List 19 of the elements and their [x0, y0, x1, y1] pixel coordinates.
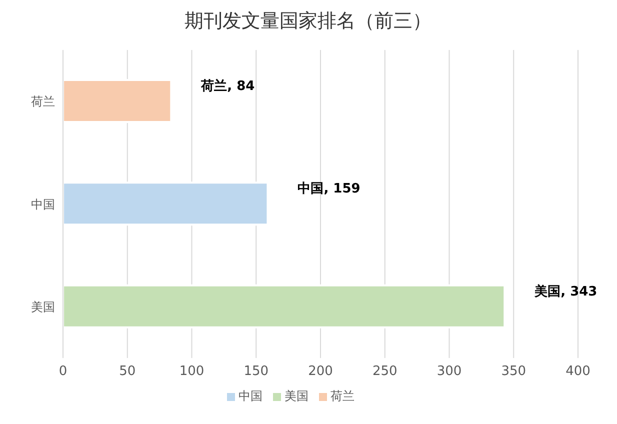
- x-tick-label: 50: [119, 364, 136, 380]
- data-label: 荷兰, 84: [200, 78, 255, 94]
- y-tick-label: 荷兰: [31, 94, 55, 109]
- legend-label: 荷兰: [330, 389, 354, 403]
- legend-label: 美国: [284, 389, 308, 403]
- legend-label: 中国: [238, 389, 262, 403]
- x-tick-label: 150: [244, 364, 269, 380]
- x-tick-label: 100: [179, 364, 204, 380]
- x-tick-label: 200: [308, 364, 333, 380]
- y-tick-label: 中国: [31, 197, 55, 212]
- x-tick-label: 400: [566, 364, 590, 380]
- data-label: 中国, 159: [298, 182, 360, 197]
- x-tick-label: 300: [436, 364, 462, 380]
- x-tick-label: 250: [372, 364, 398, 380]
- data-label: 美国, 343: [534, 283, 598, 300]
- y-tick-label: 美国: [31, 300, 55, 314]
- x-tick-label: 0: [58, 364, 68, 380]
- chart-title: 期刊发文量国家排名（前三）: [184, 9, 432, 34]
- x-tick-label: 350: [501, 364, 526, 380]
